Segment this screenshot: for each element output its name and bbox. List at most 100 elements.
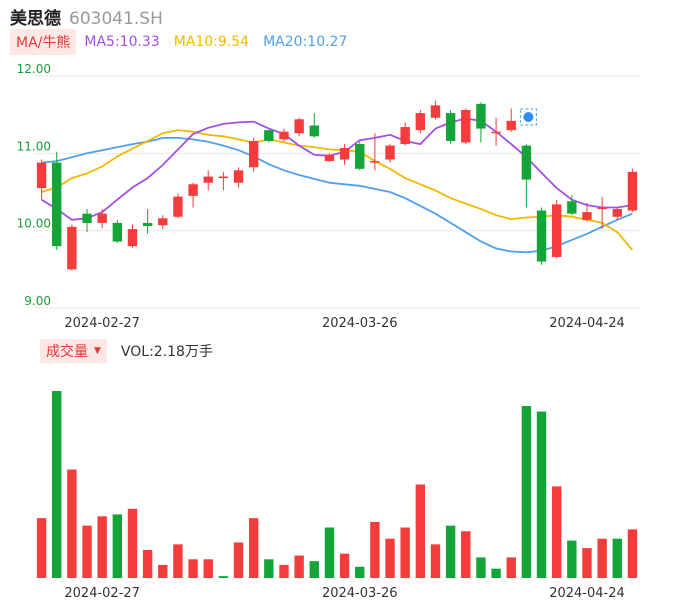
date-axis-label: 2024-04-24 bbox=[549, 316, 625, 331]
candle-body[interactable] bbox=[294, 119, 304, 134]
candle-body[interactable] bbox=[233, 170, 244, 183]
ma5-value: MA5:10.33 bbox=[84, 34, 160, 50]
volume-bar[interactable] bbox=[309, 561, 319, 578]
volume-bar[interactable] bbox=[612, 538, 622, 578]
candle-body[interactable] bbox=[203, 176, 213, 183]
candle-body[interactable] bbox=[430, 105, 441, 118]
candle-body[interactable] bbox=[355, 144, 365, 169]
volume-bar[interactable] bbox=[491, 568, 501, 578]
candle-body[interactable] bbox=[627, 171, 638, 211]
candle-body[interactable] bbox=[597, 207, 607, 210]
price-axis-label: 12.00 bbox=[17, 62, 51, 76]
price-axis-label: 11.00 bbox=[17, 139, 51, 153]
volume-bar[interactable] bbox=[445, 525, 456, 578]
candle-body[interactable] bbox=[264, 130, 274, 141]
volume-bar[interactable] bbox=[536, 411, 547, 578]
candle-body[interactable] bbox=[385, 145, 395, 160]
volume-bar[interactable] bbox=[400, 527, 410, 578]
volume-bar[interactable] bbox=[218, 576, 229, 578]
volume-bar[interactable] bbox=[127, 508, 138, 578]
volume-bar[interactable] bbox=[233, 542, 244, 578]
candle-body[interactable] bbox=[339, 147, 350, 160]
candle-body[interactable] bbox=[248, 140, 259, 168]
volume-bar[interactable] bbox=[430, 544, 441, 578]
candle-body[interactable] bbox=[36, 162, 47, 189]
volume-bar[interactable] bbox=[597, 538, 607, 578]
volume-bar[interactable] bbox=[142, 549, 153, 578]
candle-body[interactable] bbox=[279, 131, 289, 140]
candle-body[interactable] bbox=[491, 131, 501, 134]
volume-bar[interactable] bbox=[67, 469, 77, 578]
candle-body[interactable] bbox=[400, 127, 410, 145]
candle-body[interactable] bbox=[461, 110, 471, 143]
event-marker-icon[interactable] bbox=[523, 111, 534, 122]
volume-tag-label: 成交量 bbox=[46, 344, 88, 360]
volume-bar[interactable] bbox=[506, 557, 516, 578]
volume-bar[interactable] bbox=[52, 391, 62, 578]
price-axis-label: 9.00 bbox=[24, 294, 51, 308]
volume-bar[interactable] bbox=[521, 405, 532, 578]
volume-bar[interactable] bbox=[203, 559, 213, 578]
date-axis-label: 2024-03-26 bbox=[322, 316, 398, 331]
ma20-value: MA20:10.27 bbox=[263, 34, 348, 50]
volume-bar[interactable] bbox=[567, 540, 577, 578]
volume-bar[interactable] bbox=[112, 514, 123, 578]
candle-body[interactable] bbox=[309, 125, 319, 137]
candle-body[interactable] bbox=[536, 210, 547, 262]
volume-bar[interactable] bbox=[339, 553, 350, 578]
candle-body[interactable] bbox=[521, 145, 532, 180]
volume-bar[interactable] bbox=[36, 518, 47, 578]
volume-bar[interactable] bbox=[173, 544, 183, 578]
candle-body[interactable] bbox=[445, 113, 456, 141]
volume-bar[interactable] bbox=[582, 548, 592, 578]
candle-body[interactable] bbox=[188, 184, 198, 196]
price-axis-label: 10.00 bbox=[17, 217, 51, 231]
candle-body[interactable] bbox=[142, 222, 153, 227]
volume-bar[interactable] bbox=[82, 525, 92, 578]
volume-legend: 成交量 ▼ VOL:2.18万手 bbox=[40, 339, 213, 363]
stock-header: 美思德 603041.SH bbox=[10, 4, 163, 29]
volume-bar[interactable] bbox=[415, 484, 426, 579]
candle-body[interactable] bbox=[506, 120, 516, 131]
volume-bar[interactable] bbox=[294, 555, 304, 578]
candle-body[interactable] bbox=[582, 212, 592, 220]
volume-bar[interactable] bbox=[551, 486, 562, 578]
volume-bar[interactable] bbox=[158, 564, 168, 578]
volume-bar[interactable] bbox=[264, 559, 274, 578]
candle-body[interactable] bbox=[97, 213, 107, 223]
candle-body[interactable] bbox=[567, 201, 577, 214]
candle-body[interactable] bbox=[173, 196, 183, 217]
candle-body[interactable] bbox=[82, 213, 92, 223]
stock-name: 美思德 bbox=[10, 9, 61, 29]
candle-body[interactable] bbox=[370, 161, 380, 163]
candle-body[interactable] bbox=[324, 154, 335, 162]
candle-body[interactable] bbox=[612, 209, 622, 217]
volume-bar[interactable] bbox=[461, 531, 471, 578]
volume-indicator-selector[interactable]: 成交量 ▼ bbox=[40, 339, 107, 363]
date-axis-label: 2024-02-27 bbox=[64, 316, 140, 331]
ma5-line bbox=[41, 117, 633, 221]
volume-bar[interactable] bbox=[385, 538, 395, 578]
candle-body[interactable] bbox=[112, 222, 123, 242]
candle-body[interactable] bbox=[551, 204, 562, 257]
volume-bar[interactable] bbox=[355, 566, 365, 578]
volume-bar[interactable] bbox=[627, 529, 638, 578]
volume-bar[interactable] bbox=[476, 557, 486, 578]
event-marker-frame[interactable] bbox=[519, 108, 537, 126]
volume-bar[interactable] bbox=[324, 527, 335, 578]
volume-bar[interactable] bbox=[248, 518, 259, 578]
volume-bar[interactable] bbox=[97, 516, 107, 578]
candle-body[interactable] bbox=[218, 176, 229, 179]
candle-body[interactable] bbox=[52, 162, 62, 247]
candle-body[interactable] bbox=[158, 218, 168, 226]
candle-body[interactable] bbox=[127, 229, 138, 247]
volume-bar[interactable] bbox=[370, 521, 380, 578]
candle-body[interactable] bbox=[415, 113, 426, 131]
ma-mode-tag[interactable]: MA/牛熊 bbox=[10, 29, 77, 55]
volume-bar[interactable] bbox=[188, 559, 198, 578]
volume-bar[interactable] bbox=[279, 564, 289, 578]
caret-down-icon: ▼ bbox=[94, 346, 101, 356]
candle-body[interactable] bbox=[476, 103, 486, 129]
candle-body[interactable] bbox=[67, 226, 77, 270]
